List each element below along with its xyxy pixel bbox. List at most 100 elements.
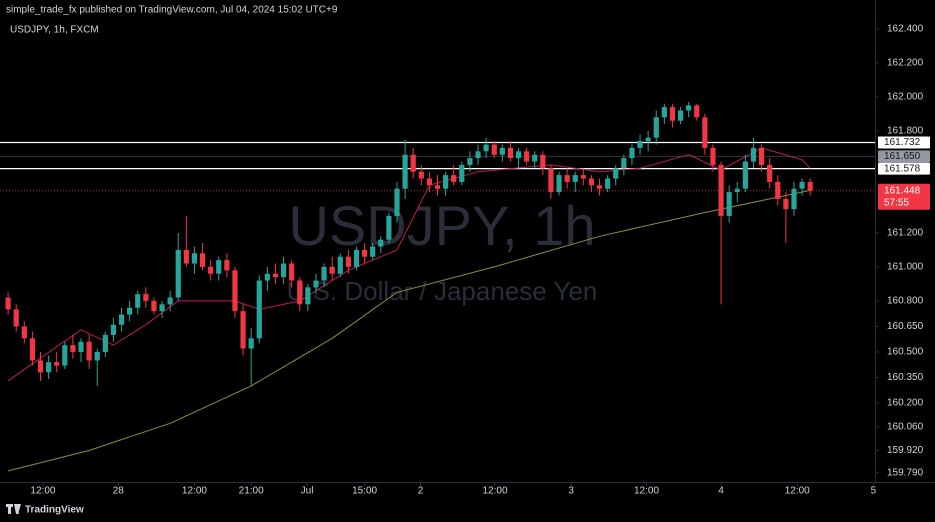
candle-body <box>345 256 351 267</box>
candle-body <box>540 154 546 169</box>
candle-body <box>418 171 424 179</box>
candle-body <box>653 117 659 138</box>
candle-body <box>548 168 554 193</box>
level-label-box <box>878 162 930 175</box>
candle-body <box>734 188 740 193</box>
candle-body <box>564 175 570 182</box>
candle-body <box>378 239 384 247</box>
candle-body <box>434 185 441 189</box>
y-tick-label: 159.920 <box>887 445 924 456</box>
candle-body <box>127 307 133 315</box>
candle-body <box>159 304 165 312</box>
candle-body <box>532 154 538 162</box>
y-tick-label: 160.650 <box>887 321 924 332</box>
candle-body <box>588 178 595 186</box>
y-tick-label: 162.200 <box>887 58 924 69</box>
y-tick-label: 160.200 <box>887 398 924 409</box>
candle-body <box>78 341 84 352</box>
candle-body <box>694 105 700 118</box>
candle-body <box>799 181 805 189</box>
candle-body <box>329 266 335 274</box>
candle-body <box>767 164 773 182</box>
x-tick-label: 3 <box>568 486 574 497</box>
candle-body <box>62 345 68 366</box>
candle-body <box>507 147 514 159</box>
y-tick-label: 161.200 <box>887 228 924 239</box>
y-tick-label: 160.060 <box>887 421 924 432</box>
candle-body <box>443 175 449 189</box>
footer-brand: TradingView <box>25 505 84 516</box>
candle-body <box>410 154 416 172</box>
candle-body <box>613 168 619 179</box>
x-tick-label: 5 <box>871 486 877 497</box>
candle-body <box>483 144 489 152</box>
candle-body <box>394 188 400 216</box>
level-label: 161.732 <box>884 137 921 148</box>
candle-body <box>637 141 643 148</box>
candle-body <box>580 175 586 179</box>
candle-body <box>629 147 635 159</box>
x-tick-label: 12:00 <box>30 486 55 497</box>
candle-body <box>524 151 530 162</box>
candle-body <box>645 137 651 142</box>
candle-body <box>13 309 19 327</box>
candle-body <box>353 249 360 267</box>
x-tick-label: 12:00 <box>634 486 659 497</box>
x-tick-label: 21:00 <box>239 486 264 497</box>
x-tick-label: 28 <box>113 486 125 497</box>
candle-body <box>54 362 60 366</box>
candle-body <box>208 266 214 274</box>
chart-background-layer: USDJPY, 1h U.S. Dollar / Japanese Yen <box>287 194 598 306</box>
candle-body <box>272 273 279 278</box>
x-tick-label: 12:00 <box>483 486 508 497</box>
y-tick-label: 162.400 <box>887 24 924 35</box>
candle-body <box>758 147 765 165</box>
tradingview-logo <box>6 504 21 514</box>
moving-average <box>7 189 811 472</box>
x-tick-label: 15:00 <box>352 486 377 497</box>
candle-body <box>783 198 789 210</box>
candle-body <box>21 326 27 339</box>
level-label-box <box>878 150 930 163</box>
candle-body <box>46 362 52 373</box>
candle-body <box>240 311 246 349</box>
candle-body <box>491 144 497 155</box>
candle-body <box>248 338 254 349</box>
candle-body <box>224 260 230 271</box>
candle-body <box>256 280 262 339</box>
candle-body <box>556 175 562 193</box>
candle-body <box>467 158 473 165</box>
candle-body <box>289 263 295 281</box>
x-tick-label: 12:00 <box>785 486 810 497</box>
candle-body <box>216 260 222 274</box>
candle-body <box>499 147 505 155</box>
candle-body <box>426 178 432 186</box>
candle-body <box>669 107 676 121</box>
candle-body <box>515 151 522 159</box>
candle-body <box>297 280 303 305</box>
candle-body <box>118 314 125 325</box>
y-tick-label: 161.800 <box>887 126 924 137</box>
y-tick-label: 162.000 <box>887 92 924 103</box>
candle-body <box>110 324 117 335</box>
y-tick-label: 160.800 <box>887 296 924 307</box>
symbol-title: USDJPY, 1h, FXCM <box>10 25 99 36</box>
candle-body <box>791 188 797 210</box>
moving-average <box>7 147 811 382</box>
y-tick-label: 160.500 <box>887 347 924 358</box>
candle-body <box>232 270 238 312</box>
last-price-label: 161.448 <box>884 185 921 196</box>
candle-body <box>151 300 157 312</box>
x-tick-label: 4 <box>718 486 724 497</box>
candle-body <box>710 147 716 165</box>
y-tick-label: 159.790 <box>887 467 924 478</box>
x-tick-label: 12:00 <box>182 486 207 497</box>
candle-body <box>386 215 392 240</box>
candle-body <box>191 253 198 264</box>
candle-body <box>183 249 189 264</box>
candle-body <box>70 345 76 352</box>
candle-body <box>572 175 578 182</box>
y-tick-label: 161.000 <box>887 262 924 273</box>
